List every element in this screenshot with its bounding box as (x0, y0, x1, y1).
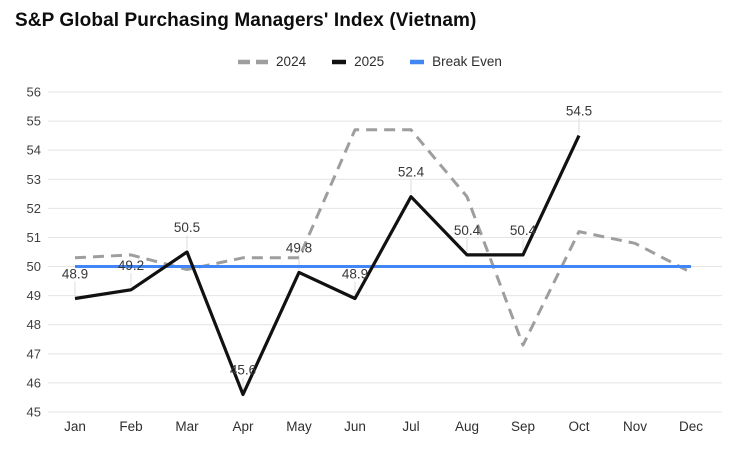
legend-swatch-2024 (238, 59, 269, 64)
x-axis-label: Apr (232, 419, 254, 434)
legend-item-break-even: Break Even (410, 54, 502, 69)
data-label: 48.9 (342, 267, 368, 282)
data-label: 49.8 (286, 240, 312, 255)
x-axis-label: Jan (64, 419, 86, 434)
y-axis-label: 46 (27, 375, 41, 390)
x-axis-label: Mar (175, 419, 199, 434)
legend-label: 2025 (354, 54, 385, 69)
y-axis-label: 45 (27, 405, 41, 420)
chart-title: S&P Global Purchasing Managers' Index (V… (15, 10, 477, 31)
y-axis-label: 56 (27, 85, 41, 100)
data-label: 50.4 (510, 223, 537, 238)
y-axis-label: 50 (27, 259, 41, 274)
y-axis-label: 49 (27, 288, 41, 303)
y-axis-label: 52 (27, 201, 41, 216)
x-axis-label: Dec (679, 419, 703, 434)
y-axis-label: 55 (27, 114, 41, 129)
legend-swatch-break-even (410, 59, 425, 64)
x-axis-label: Aug (455, 419, 479, 434)
x-axis-label: May (286, 419, 312, 434)
chart-legend: 2024 2025 Break Even (0, 54, 740, 69)
x-axis-label: Feb (119, 419, 142, 434)
y-axis-label: 53 (27, 172, 41, 187)
data-label: 52.4 (398, 165, 425, 180)
y-axis-label: 51 (27, 230, 41, 245)
legend-swatch-2025 (332, 59, 347, 64)
data-label: 54.5 (566, 104, 592, 119)
x-axis-label: Nov (623, 419, 647, 434)
x-axis-label: Jul (402, 419, 419, 434)
data-label: 50.4 (454, 223, 481, 238)
x-axis-label: Sep (511, 419, 535, 434)
legend-item-2025: 2025 (332, 54, 384, 69)
y-axis-label: 47 (27, 346, 41, 361)
legend-item-2024: 2024 (238, 54, 306, 69)
data-label: 49.2 (118, 258, 144, 273)
legend-label: Break Even (432, 54, 502, 69)
data-label: 45.6 (230, 363, 256, 378)
x-axis-label: Oct (568, 419, 589, 434)
y-axis-label: 54 (27, 143, 41, 158)
data-label: 48.9 (62, 267, 88, 282)
legend-label: 2024 (276, 54, 307, 69)
y-axis-label: 48 (27, 317, 41, 332)
series-line-2025 (74, 134, 581, 397)
x-axis-label: Jun (344, 419, 366, 434)
data-label: 50.5 (174, 220, 200, 235)
